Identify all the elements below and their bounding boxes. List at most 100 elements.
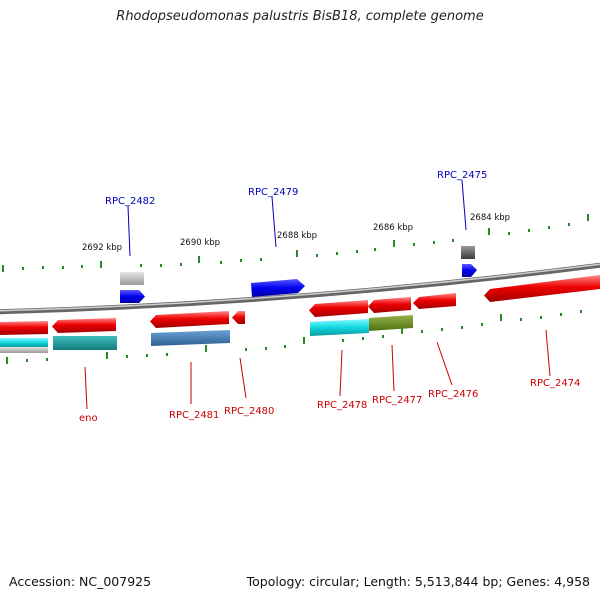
tick-mark <box>568 223 570 226</box>
tick-mark <box>560 313 562 316</box>
leader-line-rpc2476 <box>436 341 453 386</box>
leader-lines <box>84 179 551 410</box>
tick-mark <box>488 228 490 235</box>
tick-mark <box>180 263 182 266</box>
tick-mark <box>441 328 443 331</box>
tick-mark <box>265 347 267 350</box>
tick-mark <box>342 339 344 342</box>
tick-mark <box>81 265 83 268</box>
leader-line-rpc2480 <box>239 357 247 399</box>
tick-mark <box>205 345 207 352</box>
tick-mark <box>508 232 510 235</box>
leader-line-rpc2477 <box>391 344 395 392</box>
gene-feature-rpc2477[interactable] <box>368 297 411 313</box>
gene-feature-rpc2481[interactable] <box>150 311 229 328</box>
gene-label-rpc2478[interactable]: RPC_2478 <box>317 400 367 411</box>
gene-domain-teal[interactable] <box>53 336 117 350</box>
gene-feature-rpc2475-dark[interactable] <box>461 246 475 259</box>
gene-label-rpc2476[interactable]: RPC_2476 <box>428 389 478 400</box>
tick-mark <box>260 258 262 261</box>
gene-label-rpc2481[interactable]: RPC_2481 <box>169 410 219 421</box>
map-title: Rhodopseudomonas palustris BisB18, compl… <box>116 9 484 24</box>
reverse-features <box>0 275 600 353</box>
tick-mark <box>500 314 502 321</box>
gene-feature-rpc2482-grey[interactable] <box>120 272 144 285</box>
gene-label-rpc2475[interactable]: RPC_2475 <box>437 170 487 181</box>
gene-label-rpc2482[interactable]: RPC_2482 <box>105 196 155 207</box>
tick-mark <box>46 358 48 361</box>
gene-label-eno[interactable]: eno <box>79 413 98 424</box>
gene-feature-rpc2480[interactable] <box>232 311 245 324</box>
tick-mark <box>540 316 542 319</box>
tick-mark <box>106 352 108 359</box>
tick-mark <box>166 353 168 356</box>
tick-mark <box>245 348 247 351</box>
tick-mark <box>6 357 8 364</box>
tick-mark <box>160 264 162 267</box>
tick-mark <box>62 266 64 269</box>
gene-domain-steel[interactable] <box>151 330 230 346</box>
scale-label-2684: 2684 kbp <box>470 213 510 223</box>
tick-mark <box>220 261 222 264</box>
scale-label-2690: 2690 kbp <box>180 238 220 248</box>
gene-domain-grey-left[interactable] <box>0 347 48 353</box>
tick-mark <box>140 264 142 267</box>
outer-ticks <box>2 214 589 272</box>
gene-feature-rpc2478[interactable] <box>309 300 368 317</box>
gene-feature-rpc2474[interactable] <box>484 275 600 302</box>
tick-mark <box>146 354 148 357</box>
tick-mark <box>198 256 200 263</box>
tick-mark <box>587 214 589 221</box>
tick-mark <box>520 318 522 321</box>
tick-mark <box>421 330 423 333</box>
tick-mark <box>433 241 435 244</box>
gene-label-rpc2474[interactable]: RPC_2474 <box>530 378 580 389</box>
gene-label-rpc2480[interactable]: RPC_2480 <box>224 406 274 417</box>
leader-line-rpc2475 <box>461 179 467 231</box>
tick-mark <box>413 243 415 246</box>
gene-feature-rpc2476[interactable] <box>413 293 456 309</box>
leader-line-rpc2479 <box>271 196 277 248</box>
gene-label-rpc2479[interactable]: RPC_2479 <box>248 187 298 198</box>
gene-domain-cyan[interactable] <box>310 319 369 336</box>
gene-domain-olive[interactable] <box>369 315 413 331</box>
leader-line-rpc2474 <box>545 329 551 377</box>
gene-feature-rpc2479[interactable] <box>251 279 305 297</box>
tick-mark <box>2 265 4 272</box>
tick-mark <box>452 239 454 242</box>
genome-backbone-highlight <box>0 263 600 312</box>
tick-mark <box>316 254 318 257</box>
tick-mark <box>336 252 338 255</box>
tick-mark <box>374 248 376 251</box>
gene-domain-cyan-left[interactable] <box>0 338 48 347</box>
leader-line-rpc2482 <box>127 205 131 257</box>
gene-feature-rpc2482[interactable] <box>120 290 145 303</box>
accession-text: Accession: NC_007925 <box>9 574 152 589</box>
tick-mark <box>393 240 395 247</box>
tick-mark <box>303 337 305 344</box>
tick-mark <box>362 337 364 340</box>
tick-mark <box>382 335 384 338</box>
tick-mark <box>528 229 530 232</box>
tick-mark <box>284 345 286 348</box>
gene-feature-eno[interactable] <box>52 318 116 333</box>
gene-label-rpc2477[interactable]: RPC_2477 <box>372 395 422 406</box>
genome-backbone <box>0 262 600 315</box>
tick-mark <box>22 267 24 270</box>
scale-label-2688: 2688 kbp <box>277 231 317 241</box>
leader-line-eno <box>84 366 88 410</box>
tick-mark <box>356 250 358 253</box>
genome-summary-text: Topology: circular; Length: 5,513,844 bp… <box>246 574 590 589</box>
tick-mark <box>481 323 483 326</box>
tick-mark <box>580 310 582 313</box>
scale-label-2692: 2692 kbp <box>82 243 122 253</box>
tick-mark <box>42 266 44 269</box>
gene-feature-eno-left[interactable] <box>0 321 48 335</box>
inner-ticks <box>6 310 582 364</box>
leader-line-rpc2478 <box>339 349 343 397</box>
gene-feature-rpc2475[interactable] <box>462 264 477 277</box>
tick-mark <box>126 355 128 358</box>
tick-mark <box>548 226 550 229</box>
tick-mark <box>26 359 28 362</box>
